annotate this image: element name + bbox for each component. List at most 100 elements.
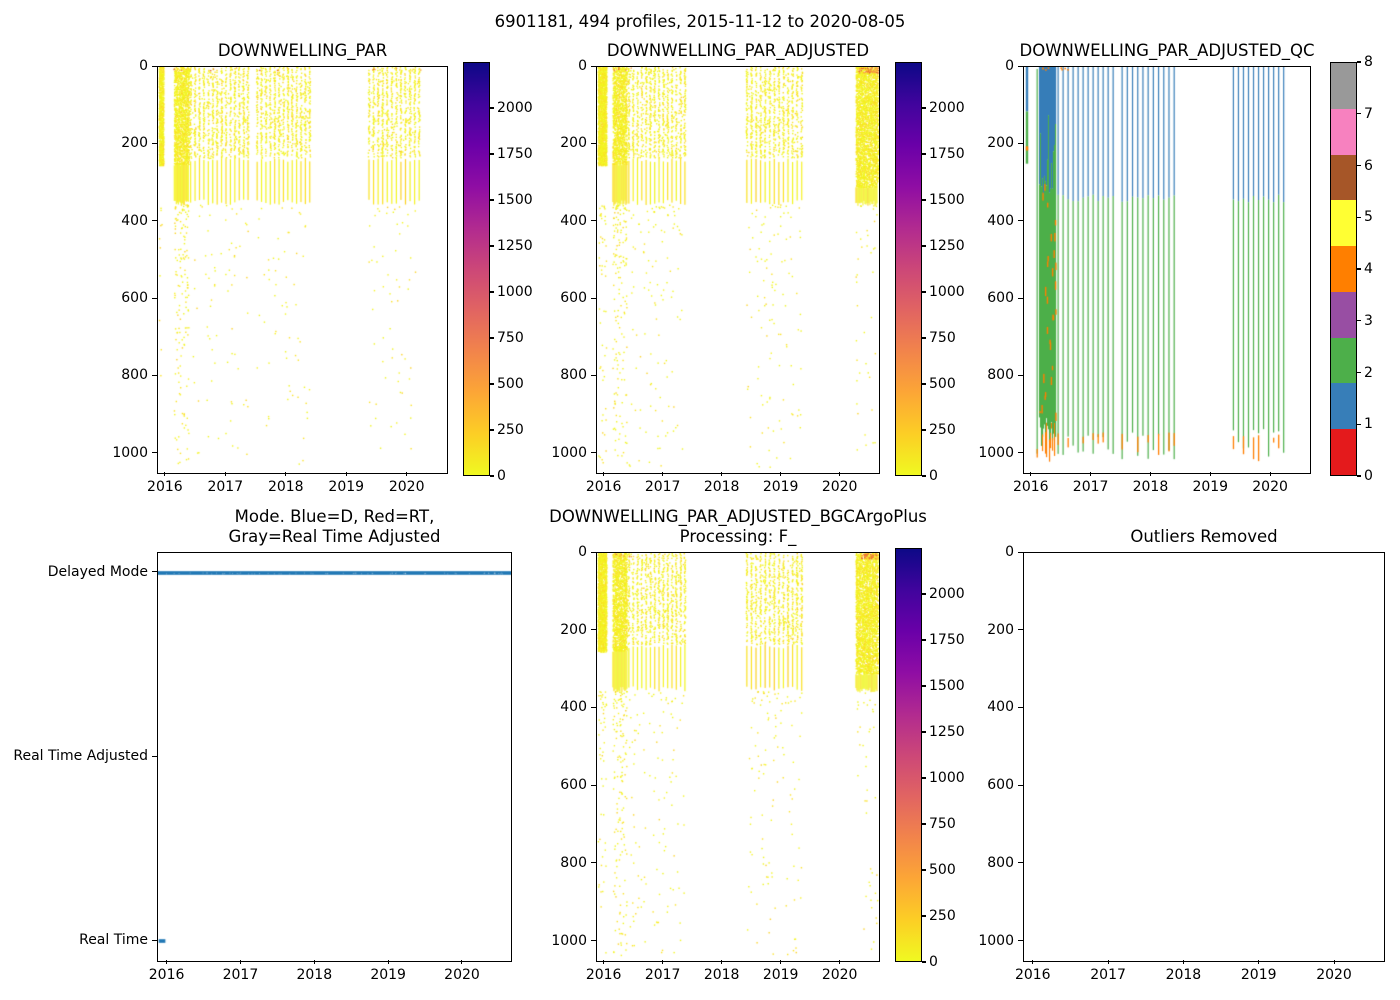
colorbar-tick-label: 1 <box>1364 416 1373 433</box>
y-tick-mark <box>591 374 596 376</box>
colorbar-tick-mark <box>922 731 926 733</box>
colorbar-segment <box>1331 108 1356 155</box>
x-tick-label: 2018 <box>703 967 740 983</box>
y-tick-label: 600 <box>560 777 587 794</box>
colorbar-tick-mark <box>922 107 926 109</box>
y-tick-mark <box>1018 374 1023 376</box>
colorbar-tick-label: 1750 <box>929 146 965 162</box>
x-tick-label: 2016 <box>148 967 185 983</box>
colorbar-tick-mark <box>922 199 926 201</box>
colorbar-tick-mark <box>922 383 926 385</box>
y-tick-mark <box>591 65 596 67</box>
y-tick-mark <box>1018 65 1023 67</box>
colorbar-tick-mark <box>922 291 926 293</box>
mode-canvas <box>158 553 511 961</box>
y-tick-label: 800 <box>560 854 587 871</box>
panel-downwelling-par-adjusted-qc: DOWNWELLING_PAR_ADJUSTED_QC 2016 2017 2018… <box>978 41 1314 494</box>
colorbar-segment <box>1331 337 1356 384</box>
colorbar-tick-label: 4 <box>1364 261 1373 277</box>
colorbar-gradient <box>463 62 490 476</box>
y-tick-label: 600 <box>987 290 1014 306</box>
panel-title: DOWNWELLING_PAR <box>218 41 387 61</box>
colorbar-tick-label: 250 <box>929 422 956 438</box>
y-tick-mark <box>152 452 157 454</box>
x-tick-mark <box>1258 960 1260 964</box>
colorbar-qc: 0 1 2 3 4 5 6 7 8 <box>1330 55 1373 483</box>
x-tick-label: 2016 <box>147 479 183 495</box>
colorbar-tick-label: 6 <box>1364 157 1373 174</box>
y-tick-label: 200 <box>121 135 148 152</box>
colorbar-tick-label: 2000 <box>929 586 965 602</box>
panel-title-line1: DOWNWELLING_PAR_ADJUSTED_BGCArgoPlus <box>549 507 927 526</box>
x-tick-label: 2017 <box>222 967 259 983</box>
x-tick-label: 2020 <box>388 479 425 495</box>
x-tick-mark <box>406 472 408 476</box>
colorbar-par-2: 0 250 500 750 1000 1250 1500 1750 2000 <box>895 62 965 483</box>
y-tick-mark <box>591 452 596 454</box>
colorbar-tick-mark <box>490 245 494 247</box>
x-tick-label: 2016 <box>1014 967 1051 983</box>
y-tick-label: 0 <box>578 544 587 560</box>
x-tick-mark <box>839 472 841 476</box>
x-tick-label: 2019 <box>328 479 365 495</box>
colorbar-tick-label: 2000 <box>497 100 533 116</box>
plot-axes <box>1023 552 1385 962</box>
y-tick-mark <box>591 142 596 144</box>
y-tick-label: 800 <box>560 367 587 384</box>
colorbar-tick-mark <box>490 383 494 385</box>
plot-axes <box>596 552 880 962</box>
panel-title-line1: DOWNWELLING_PAR <box>217 41 388 60</box>
y-tick-label: 0 <box>139 58 148 74</box>
colorbar-tick-label: 1000 <box>929 770 965 786</box>
x-tick-label: 2017 <box>644 967 681 983</box>
x-tick-label: 2019 <box>762 479 799 495</box>
x-tick-mark <box>1182 960 1184 964</box>
colorbar-tick-label: 500 <box>929 862 956 878</box>
colorbar-tick-mark <box>1357 320 1361 322</box>
y-tick-mark <box>1018 220 1023 222</box>
colorbar-tick-mark <box>922 475 926 477</box>
x-tick-mark <box>166 960 168 964</box>
x-tick-mark <box>1209 472 1211 476</box>
x-tick-label: 2016 <box>585 967 622 983</box>
x-tick-mark <box>1032 960 1034 964</box>
y-tick-mark <box>152 297 157 299</box>
colorbar-tick-label: 750 <box>929 330 956 346</box>
x-tick-mark <box>1090 472 1092 476</box>
colorbar-tick-label: 2 <box>1364 364 1373 381</box>
x-tick-label: 2020 <box>821 967 858 983</box>
colorbar-tick-mark <box>490 107 494 109</box>
colorbar-tick-mark <box>922 915 926 917</box>
colorbar-tick-label: 0 <box>1364 468 1373 484</box>
colorbar-tick-label: 750 <box>497 330 524 346</box>
y-tick-label: Delayed Mode <box>47 563 148 580</box>
colorbar-tick-label: 1750 <box>497 146 533 162</box>
scatter-canvas <box>597 553 879 961</box>
y-tick-label: 400 <box>987 212 1014 229</box>
colorbar-tick-label: 1250 <box>929 724 965 740</box>
colorbar-tick-mark <box>922 823 926 825</box>
panel-title: DOWNWELLING_PAR_ADJUSTED <box>607 41 869 61</box>
y-tick-mark <box>591 706 596 708</box>
y-tick-label: 200 <box>987 135 1014 152</box>
y-tick-label: 1000 <box>551 444 587 461</box>
scatter-canvas <box>1024 67 1310 473</box>
colorbar-tick-label: 250 <box>929 908 956 924</box>
y-tick-mark <box>152 65 157 67</box>
x-tick-mark <box>603 960 605 964</box>
x-tick-label: 2020 <box>444 967 480 983</box>
x-tick-mark <box>1030 472 1032 476</box>
colorbar-tick-label: 5 <box>1364 209 1373 226</box>
panel-title: Mode. Blue=D, Red=RT, Gray=Real Time Adj… <box>229 507 441 547</box>
y-tick-label: 600 <box>121 290 148 306</box>
plot-axes <box>157 66 448 474</box>
panel-downwelling-par-adjusted: DOWNWELLING_PAR_ADJUSTED 2016 2017 2018 201… <box>551 41 880 494</box>
y-tick-label: 1000 <box>978 444 1014 461</box>
colorbar-segment <box>1331 154 1356 201</box>
y-tick-mark <box>1018 784 1023 786</box>
x-tick-mark <box>239 960 241 964</box>
colorbar-tick-label: 1500 <box>929 678 965 694</box>
colorbar-tick-label: 1000 <box>929 284 965 300</box>
y-tick-mark <box>591 940 596 942</box>
x-tick-label: 2020 <box>821 479 858 495</box>
